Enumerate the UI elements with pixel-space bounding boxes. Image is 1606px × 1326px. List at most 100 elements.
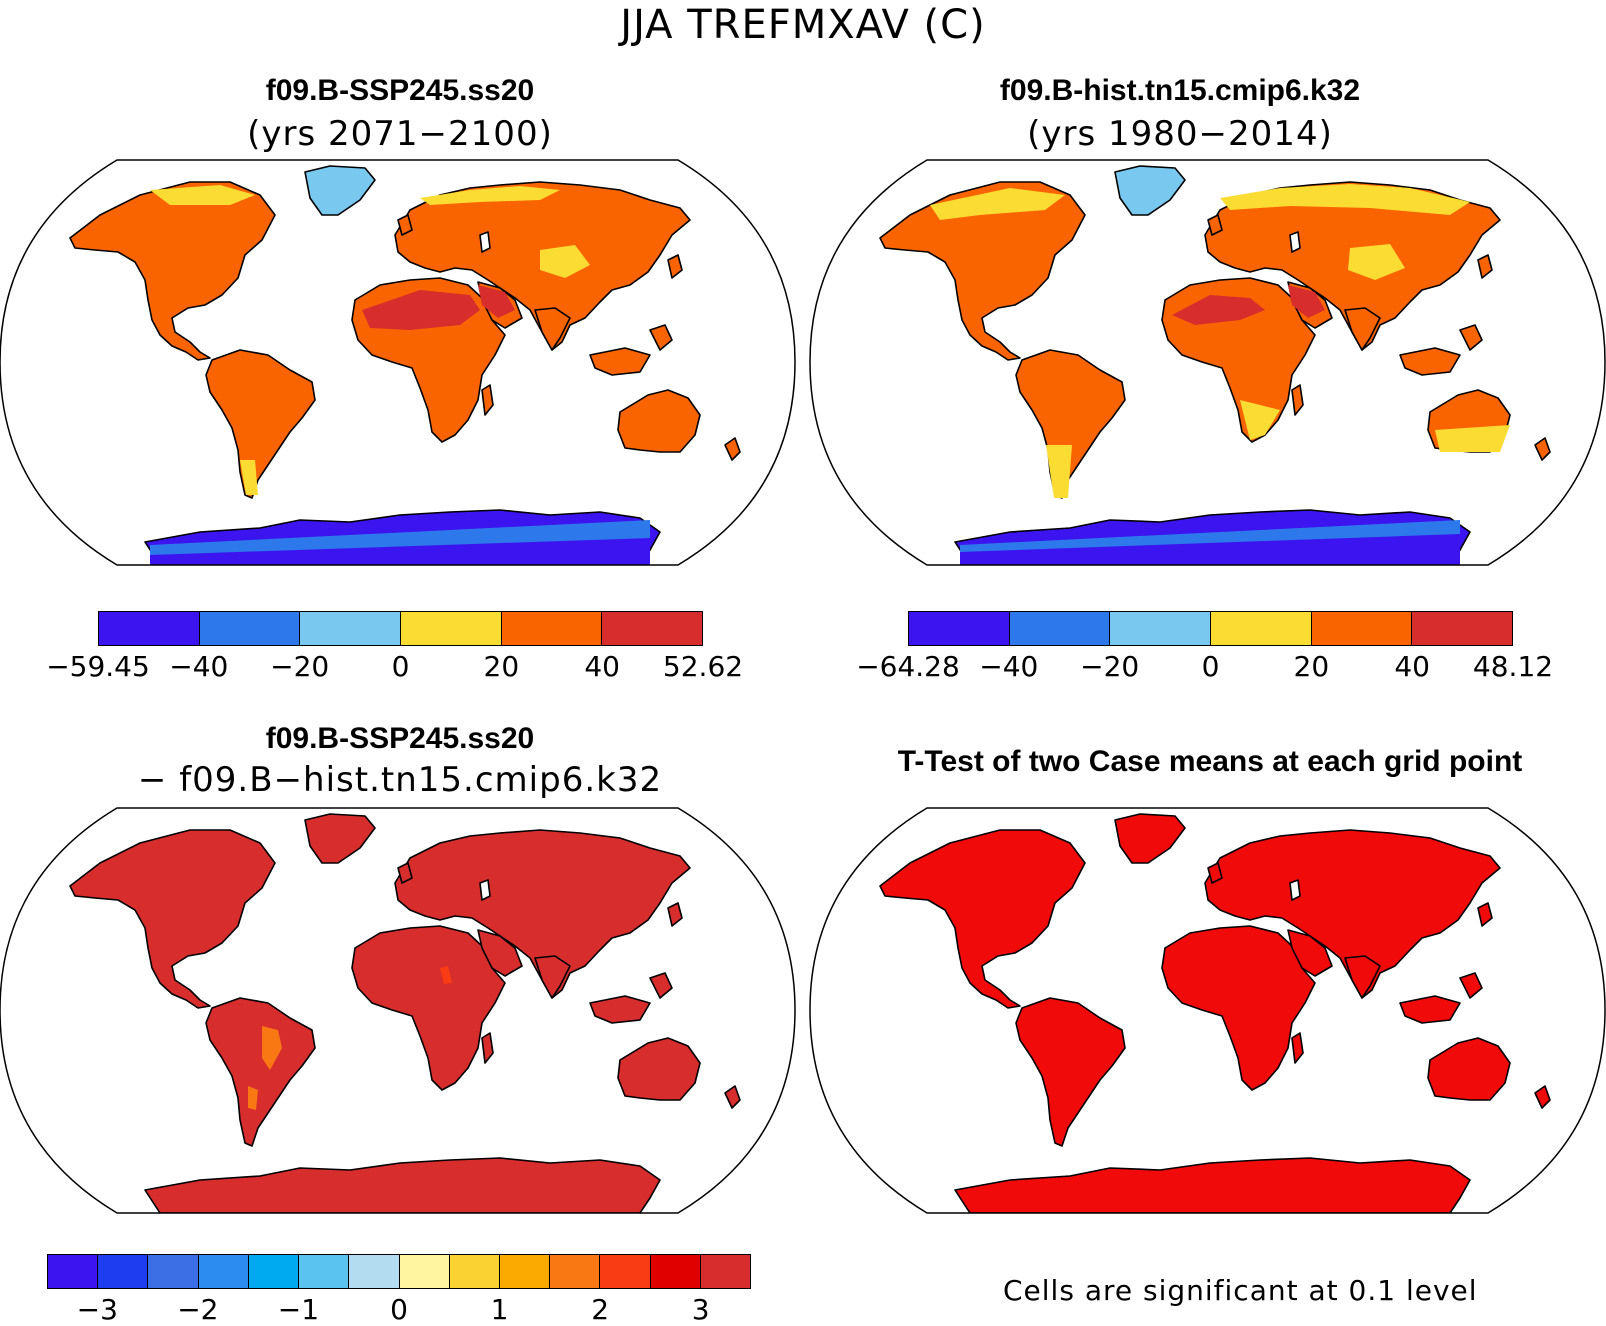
colorbar-label: 40	[1394, 650, 1430, 683]
land-japan	[1477, 902, 1493, 927]
land-samerica	[1015, 349, 1126, 499]
colorbar-label: −64.28	[856, 650, 960, 683]
colorbar-label: −20	[1080, 650, 1140, 683]
land-antarctica	[954, 1157, 1471, 1213]
colorbar-bottom-left	[47, 1254, 751, 1289]
field-overlay	[240, 460, 258, 495]
colorbar-label: 0	[1201, 650, 1220, 683]
land-japan	[667, 254, 683, 279]
field-overlay	[930, 188, 1065, 220]
colorbar-cell	[248, 1255, 300, 1288]
land-samerica	[1015, 997, 1126, 1147]
colorbar-cell	[399, 1255, 450, 1288]
land-seasia1	[1399, 347, 1461, 376]
colorbar-label: 3	[691, 1293, 710, 1326]
land-arabia	[477, 929, 523, 977]
colorbar-cell	[501, 612, 603, 645]
land-arabia	[1287, 929, 1333, 977]
map-outline	[809, 807, 1606, 1214]
land-caspian	[479, 879, 491, 901]
field-overlay	[248, 1086, 258, 1110]
colorbar-cell	[1110, 612, 1212, 645]
field-overlay	[1240, 400, 1280, 440]
colorbar-cell	[600, 1255, 651, 1288]
land-nz	[724, 437, 741, 461]
field-overlay	[1220, 184, 1470, 215]
land-layer	[69, 813, 741, 1213]
land-uk	[1207, 862, 1223, 884]
land-seasia1	[589, 347, 651, 376]
colorbar-cell	[909, 612, 1010, 645]
map-top-left	[0, 159, 796, 566]
field-overlay	[540, 245, 590, 278]
field-overlay	[362, 290, 480, 330]
colorbar-label: 20	[483, 650, 520, 683]
panel-bl-subtitle: − f09.B−hist.tn15.cmip6.k32	[137, 760, 663, 800]
land-seasia1	[1399, 995, 1461, 1024]
land-seasia2	[649, 324, 673, 351]
colorbar-cell	[48, 1255, 99, 1288]
land-eurasia	[394, 829, 691, 999]
field-overlay	[440, 966, 452, 984]
figure-title: JJA TREFMXAV (C)	[620, 2, 986, 48]
land-india	[1344, 955, 1381, 999]
colorbar-label: 48.12	[1472, 650, 1554, 683]
land-africa	[351, 925, 506, 1091]
land-seasia2	[1459, 324, 1483, 351]
colorbar-cell	[199, 612, 301, 645]
colorbar-cell	[401, 612, 502, 645]
colorbar-cell	[650, 1255, 701, 1288]
colorbar-cell	[550, 1255, 601, 1288]
land-japan	[667, 902, 683, 927]
land-madagascar	[1291, 1032, 1304, 1064]
panel-br-title: T-Test of two Case means at each grid po…	[897, 745, 1523, 778]
colorbar-cell	[499, 1255, 551, 1288]
land-samerica	[205, 997, 316, 1147]
colorbar-label: −3	[76, 1293, 118, 1326]
colorbar-label: −2	[177, 1293, 219, 1326]
field-overlay	[420, 186, 560, 205]
land-australia	[1427, 1037, 1511, 1101]
land-caspian	[1289, 231, 1301, 253]
colorbar-cell	[299, 1255, 350, 1288]
land-caspian	[1289, 879, 1301, 901]
colorbar-cell	[1009, 612, 1111, 645]
colorbar-cell	[1211, 612, 1312, 645]
panel-tr-title: f09.B-hist.tn15.cmip6.k32	[999, 74, 1361, 107]
panel-tl-title: f09.B-SSP245.ss20	[265, 74, 535, 107]
land-uk	[397, 862, 413, 884]
land-japan	[1477, 254, 1493, 279]
land-namerica	[69, 181, 276, 361]
colorbar-label: −20	[270, 650, 330, 683]
map-bottom-left	[0, 807, 796, 1214]
colorbar-cell	[98, 1255, 149, 1288]
land-caspian	[479, 231, 491, 253]
colorbar-top-right	[908, 611, 1513, 646]
land-greenland	[304, 165, 376, 216]
colorbar-cell	[148, 1255, 199, 1288]
land-layer	[879, 165, 1551, 565]
colorbar-label: −40	[169, 650, 229, 683]
land-australia	[617, 1037, 701, 1101]
colorbar-label: 1	[490, 1293, 509, 1326]
land-samerica	[205, 349, 316, 499]
land-nz	[1534, 437, 1551, 461]
map-outline	[0, 159, 796, 566]
field-overlay	[478, 285, 515, 318]
field-overlay	[1348, 244, 1405, 280]
land-uk	[397, 214, 413, 236]
land-antarctica	[144, 1157, 661, 1213]
land-seasia2	[649, 972, 673, 999]
land-greenland	[1114, 165, 1186, 216]
land-layer	[69, 165, 741, 565]
significance-note: Cells are significant at 0.1 level	[1003, 1274, 1478, 1307]
land-uk	[1207, 214, 1223, 236]
colorbar-cell	[449, 1255, 500, 1288]
colorbar-cell	[700, 1255, 751, 1288]
land-seasia1	[589, 995, 651, 1024]
panel-bl-title: f09.B-SSP245.ss20	[265, 722, 535, 755]
land-india	[1344, 307, 1381, 351]
field-overlay	[150, 538, 650, 565]
field-overlay	[1288, 285, 1325, 318]
colorbar-label: 0	[391, 650, 410, 683]
